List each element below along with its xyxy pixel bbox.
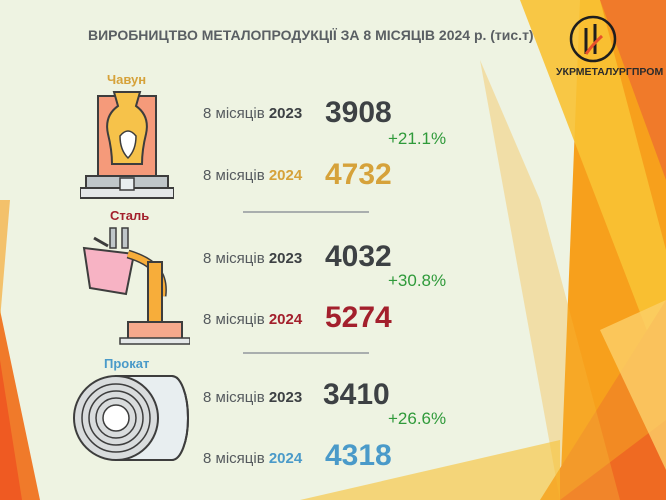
section-label-chavun: Чавун: [107, 72, 147, 87]
value-prokat-2023: 3410: [323, 378, 390, 411]
row-label-stal-2024: 8 місяців 2024: [203, 311, 303, 328]
growth-chavun: +21.1%: [388, 129, 447, 148]
value-prokat-2024: 4318: [325, 439, 392, 472]
ukrmetalurgprom-logo-icon: [569, 15, 617, 63]
value-chavun-2023: 3908: [325, 96, 392, 129]
year-2023: 2023: [268, 250, 303, 267]
row-label-stal-2023: 8 місяців 2023: [203, 250, 303, 267]
divider: [243, 211, 369, 213]
value-stal-2024: 5274: [325, 301, 392, 334]
year-2023: 2023: [268, 105, 303, 122]
value-chavun-2024: 4732: [325, 158, 392, 191]
year-2024: 2024: [268, 450, 303, 467]
row-label-prokat-2023: 8 місяців 2023: [203, 389, 303, 406]
year-2024: 2024: [268, 167, 303, 184]
steel-coil-icon: [73, 375, 189, 461]
year-2023: 2023: [268, 389, 303, 406]
growth-prokat: +26.6%: [388, 409, 447, 428]
brand-name: УКРМЕТАЛУРГПРОМ: [556, 66, 664, 78]
page-title: ВИРОБНИЦТВО МЕТАЛОПРОДУКЦІЇ ЗА 8 МІСЯЦІВ…: [88, 27, 534, 43]
value-stal-2023: 4032: [325, 240, 392, 273]
row-label-chavun-2024: 8 місяців 2024: [203, 167, 303, 184]
row-label-chavun-2023: 8 місяців 2023: [203, 105, 303, 122]
divider: [243, 352, 369, 354]
furnace-icon: [80, 91, 174, 199]
growth-stal: +30.8%: [388, 271, 447, 290]
year-2024: 2024: [268, 311, 303, 328]
ladle-icon: [82, 227, 190, 345]
section-label-stal: Сталь: [110, 208, 150, 223]
row-label-prokat-2024: 8 місяців 2024: [203, 450, 303, 467]
section-label-prokat: Прокат: [104, 356, 150, 371]
